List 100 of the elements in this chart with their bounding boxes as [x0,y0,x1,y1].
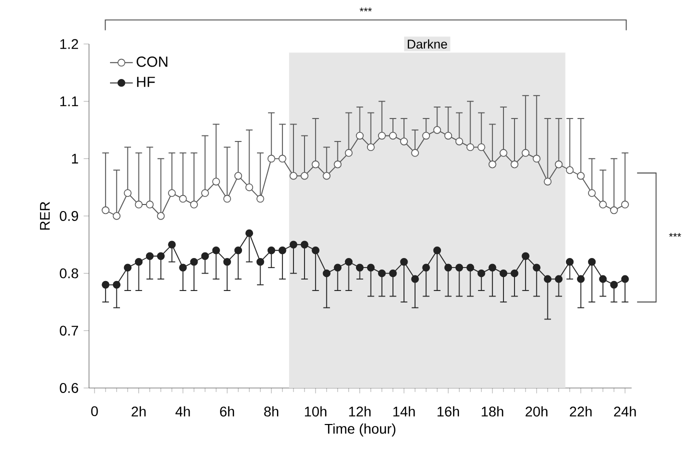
point [356,264,364,272]
point [112,212,121,220]
x-axis-title: Time (hour) [324,423,396,437]
point [201,252,209,260]
point [554,160,563,168]
point [455,138,464,146]
x-tick-label: 12h [349,406,371,416]
point [290,240,298,249]
point [532,264,540,272]
band-label: Darkne [408,39,448,49]
point [422,264,430,272]
point [268,154,276,163]
y-tick-label: 0.7 [60,326,78,336]
point [378,269,386,278]
point [223,258,232,266]
point [544,178,552,186]
point [411,149,419,157]
text: *** [669,232,682,237]
point [290,172,298,180]
point [312,160,320,168]
point [146,252,154,260]
point [599,200,607,208]
point [134,200,143,208]
point [268,246,276,254]
point [190,258,198,266]
point [588,189,596,197]
point [500,149,508,157]
x-tick-label: 16h [438,406,459,417]
point [366,143,375,152]
point [522,252,530,260]
point [234,246,242,254]
x-tick-label: 18h [482,406,504,417]
point [566,258,574,266]
y-tick-label: 0.9 [60,211,78,221]
point [422,132,430,140]
point [610,280,618,289]
point [576,275,585,283]
point [544,275,552,283]
point [278,154,286,163]
legend-label: CON [136,56,168,67]
point [300,172,308,180]
point [400,138,408,146]
point [477,143,486,152]
point [466,264,474,272]
point [134,258,143,266]
point [444,132,452,140]
point [245,229,254,238]
point [588,258,596,266]
point [234,172,242,180]
point [124,189,132,197]
x-tick-label: 22h [570,406,592,416]
y-tick-label: 0.6 [60,383,78,393]
point [554,275,563,283]
point [344,258,353,266]
y-tick-label: 1 [72,154,78,164]
point [500,269,508,278]
point [124,264,132,272]
point [400,258,408,266]
point [455,264,464,272]
point [334,264,342,272]
point [510,160,518,168]
point [168,189,176,197]
point [510,269,518,278]
point [444,264,452,272]
point [256,194,264,203]
y-tick-label: 1.1 [60,96,78,106]
point [179,194,187,203]
point [389,132,397,140]
point [433,246,442,254]
point [389,269,397,278]
point [146,200,154,208]
point [156,252,165,260]
point [621,200,629,208]
point [201,189,209,197]
y-tick-label: 0.8 [60,268,78,278]
point [190,200,198,208]
x-tick-label: 14h [393,406,415,416]
point [488,160,496,168]
point [322,172,330,180]
x-tick-label: 24h [614,406,636,416]
point [334,160,342,168]
point [477,269,486,278]
point [411,275,419,283]
point [433,126,442,134]
point [322,269,330,278]
point [610,206,618,214]
point [112,280,121,289]
point [566,166,574,174]
point [156,212,165,220]
point [378,132,386,140]
legend-label: HF [137,76,155,87]
point [300,240,308,249]
point [522,149,530,157]
point [466,143,474,152]
point [576,172,585,180]
point [179,264,187,272]
y-axis-title: RER [40,202,50,230]
x-tick-label: 2h [132,406,146,416]
point [223,194,232,203]
point [366,264,375,272]
